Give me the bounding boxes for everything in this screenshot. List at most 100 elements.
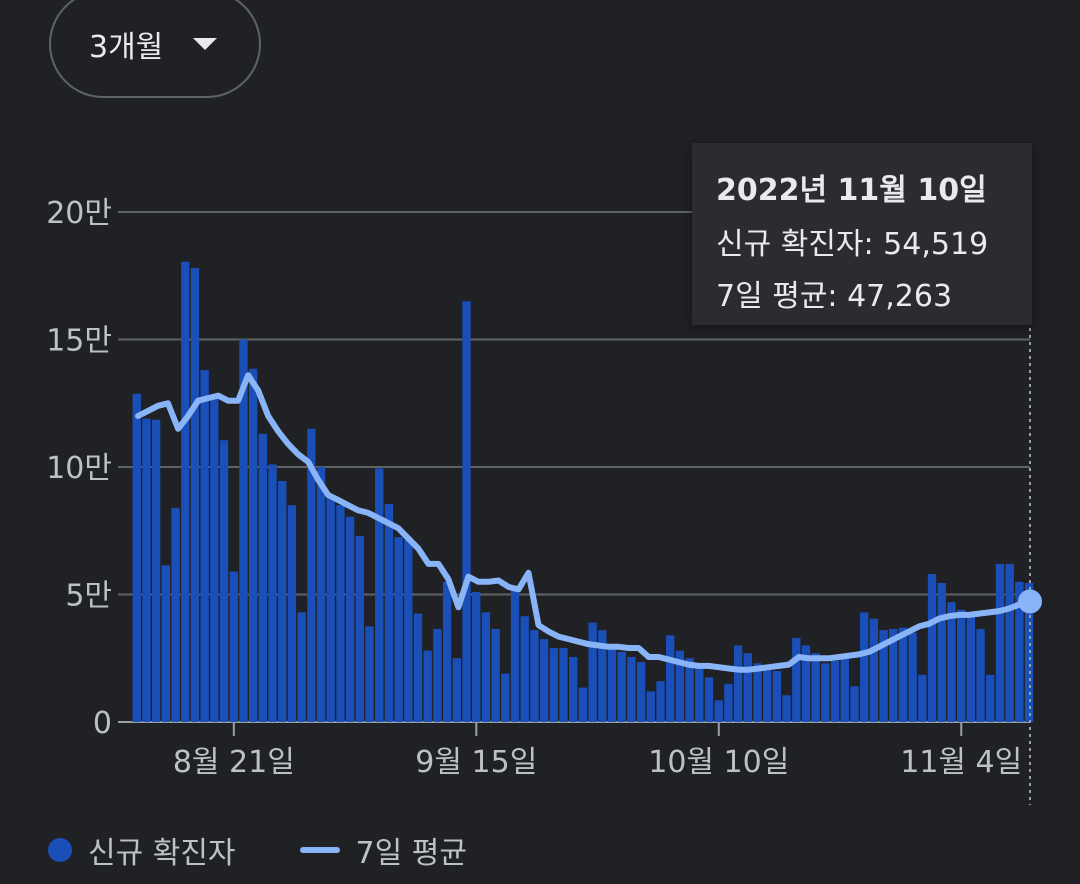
- case-bar: [636, 662, 646, 722]
- case-bar: [743, 653, 752, 722]
- case-bar: [714, 700, 723, 722]
- chart-legend: 신규 확진자 7일 평균: [48, 828, 467, 872]
- x-axis-ticks: 8월 21일 9월 15일 10월 10일 11월 4일: [173, 722, 1022, 780]
- case-bar: [549, 648, 558, 722]
- case-bar: [510, 589, 520, 722]
- case-bar: [569, 656, 578, 722]
- legend-average-label: 7일 평균: [355, 836, 467, 871]
- legend-cases-label: 신규 확진자: [88, 836, 236, 871]
- case-bars: [132, 261, 1034, 722]
- case-bar: [210, 396, 219, 722]
- case-bar: [957, 609, 966, 722]
- case-bar: [889, 628, 898, 722]
- tooltip-average: 7일 평균: 47,263: [716, 279, 953, 314]
- case-bar: [365, 626, 374, 722]
- case-bar: [404, 539, 413, 722]
- case-bar: [278, 481, 287, 722]
- case-bar: [258, 433, 267, 722]
- case-bar: [675, 650, 685, 722]
- y-tick-label: 0: [93, 706, 112, 741]
- case-bar: [840, 658, 849, 722]
- data-tooltip: 2022년 11월 10일 신규 확진자: 54,519 7일 평균: 47,2…: [692, 143, 1032, 325]
- case-bar: [326, 495, 335, 722]
- case-bar: [1015, 581, 1024, 722]
- y-axis-ticks: 0 5만 10만 15만 20만: [46, 196, 112, 741]
- case-bar: [607, 649, 617, 722]
- period-select-button[interactable]: 3개월: [49, 0, 261, 98]
- average-legend-line-icon: [299, 847, 340, 853]
- case-bar: [433, 628, 442, 722]
- hover-marker: [1018, 589, 1042, 614]
- case-bar: [966, 612, 976, 722]
- case-bar: [375, 468, 384, 722]
- case-bar: [821, 663, 830, 722]
- case-bar: [986, 674, 995, 722]
- y-tick-label: 20만: [46, 196, 112, 231]
- case-bar: [898, 627, 908, 722]
- case-bar: [442, 581, 452, 722]
- case-bar: [142, 418, 151, 722]
- x-tick-label: 9월 15일: [415, 745, 537, 780]
- case-bar: [976, 628, 985, 722]
- hover-cursor: [1018, 300, 1042, 805]
- case-bar: [132, 393, 141, 722]
- case-bar: [850, 686, 859, 722]
- case-bar: [151, 419, 161, 722]
- tooltip-cases: 신규 확진자: 54,519: [716, 227, 989, 262]
- case-bar: [413, 613, 423, 722]
- case-bar: [666, 635, 675, 722]
- average-line: [135, 372, 1033, 673]
- y-tick-label: 15만: [46, 324, 112, 359]
- case-bar: [753, 663, 762, 722]
- case-bar: [452, 658, 461, 722]
- case-bar: [598, 630, 607, 722]
- case-bar: [685, 658, 694, 722]
- case-bar: [559, 648, 568, 722]
- case-bar: [918, 674, 927, 722]
- case-bar: [384, 503, 394, 722]
- case-bar: [345, 516, 355, 722]
- case-bar: [995, 563, 1005, 722]
- case-bar: [733, 645, 743, 722]
- case-bar: [297, 612, 306, 722]
- case-bar: [1005, 563, 1014, 722]
- dropdown-caret-icon: [193, 38, 218, 50]
- x-tick-label: 11월 4일: [900, 745, 1022, 780]
- case-bar: [161, 565, 170, 722]
- case-bar: [181, 261, 190, 722]
- case-bar: [268, 464, 277, 722]
- tooltip-date: 2022년 11월 10일: [716, 173, 987, 208]
- case-bar: [423, 650, 432, 722]
- case-bar: [588, 622, 597, 722]
- x-tick-label: 8월 21일: [173, 745, 295, 780]
- case-bar: [947, 602, 956, 722]
- case-bar: [937, 583, 946, 722]
- case-bar: [200, 370, 209, 722]
- case-bar: [927, 574, 937, 722]
- case-bar: [219, 440, 229, 722]
- case-bar: [860, 612, 869, 722]
- case-bar: [355, 535, 364, 722]
- case-bar: [617, 651, 626, 722]
- case-bar: [472, 591, 481, 722]
- case-bar: [908, 632, 917, 722]
- case-bar: [646, 691, 655, 722]
- case-bar: [287, 505, 297, 722]
- case-bar: [830, 660, 840, 722]
- case-bar: [171, 507, 180, 722]
- case-bar: [879, 630, 888, 722]
- case-bar: [772, 671, 782, 722]
- case-bar: [627, 656, 636, 722]
- case-bar: [539, 639, 549, 722]
- case-bar: [724, 683, 733, 722]
- case-bar: [248, 368, 258, 722]
- case-bar: [520, 616, 529, 722]
- y-tick-label: 5만: [65, 579, 112, 614]
- case-bar: [782, 695, 791, 722]
- case-bar: [801, 645, 811, 722]
- period-select-label: 3개월: [89, 30, 164, 65]
- y-tick-label: 10만: [46, 451, 112, 486]
- case-bar: [811, 653, 820, 722]
- case-bar: [704, 677, 714, 722]
